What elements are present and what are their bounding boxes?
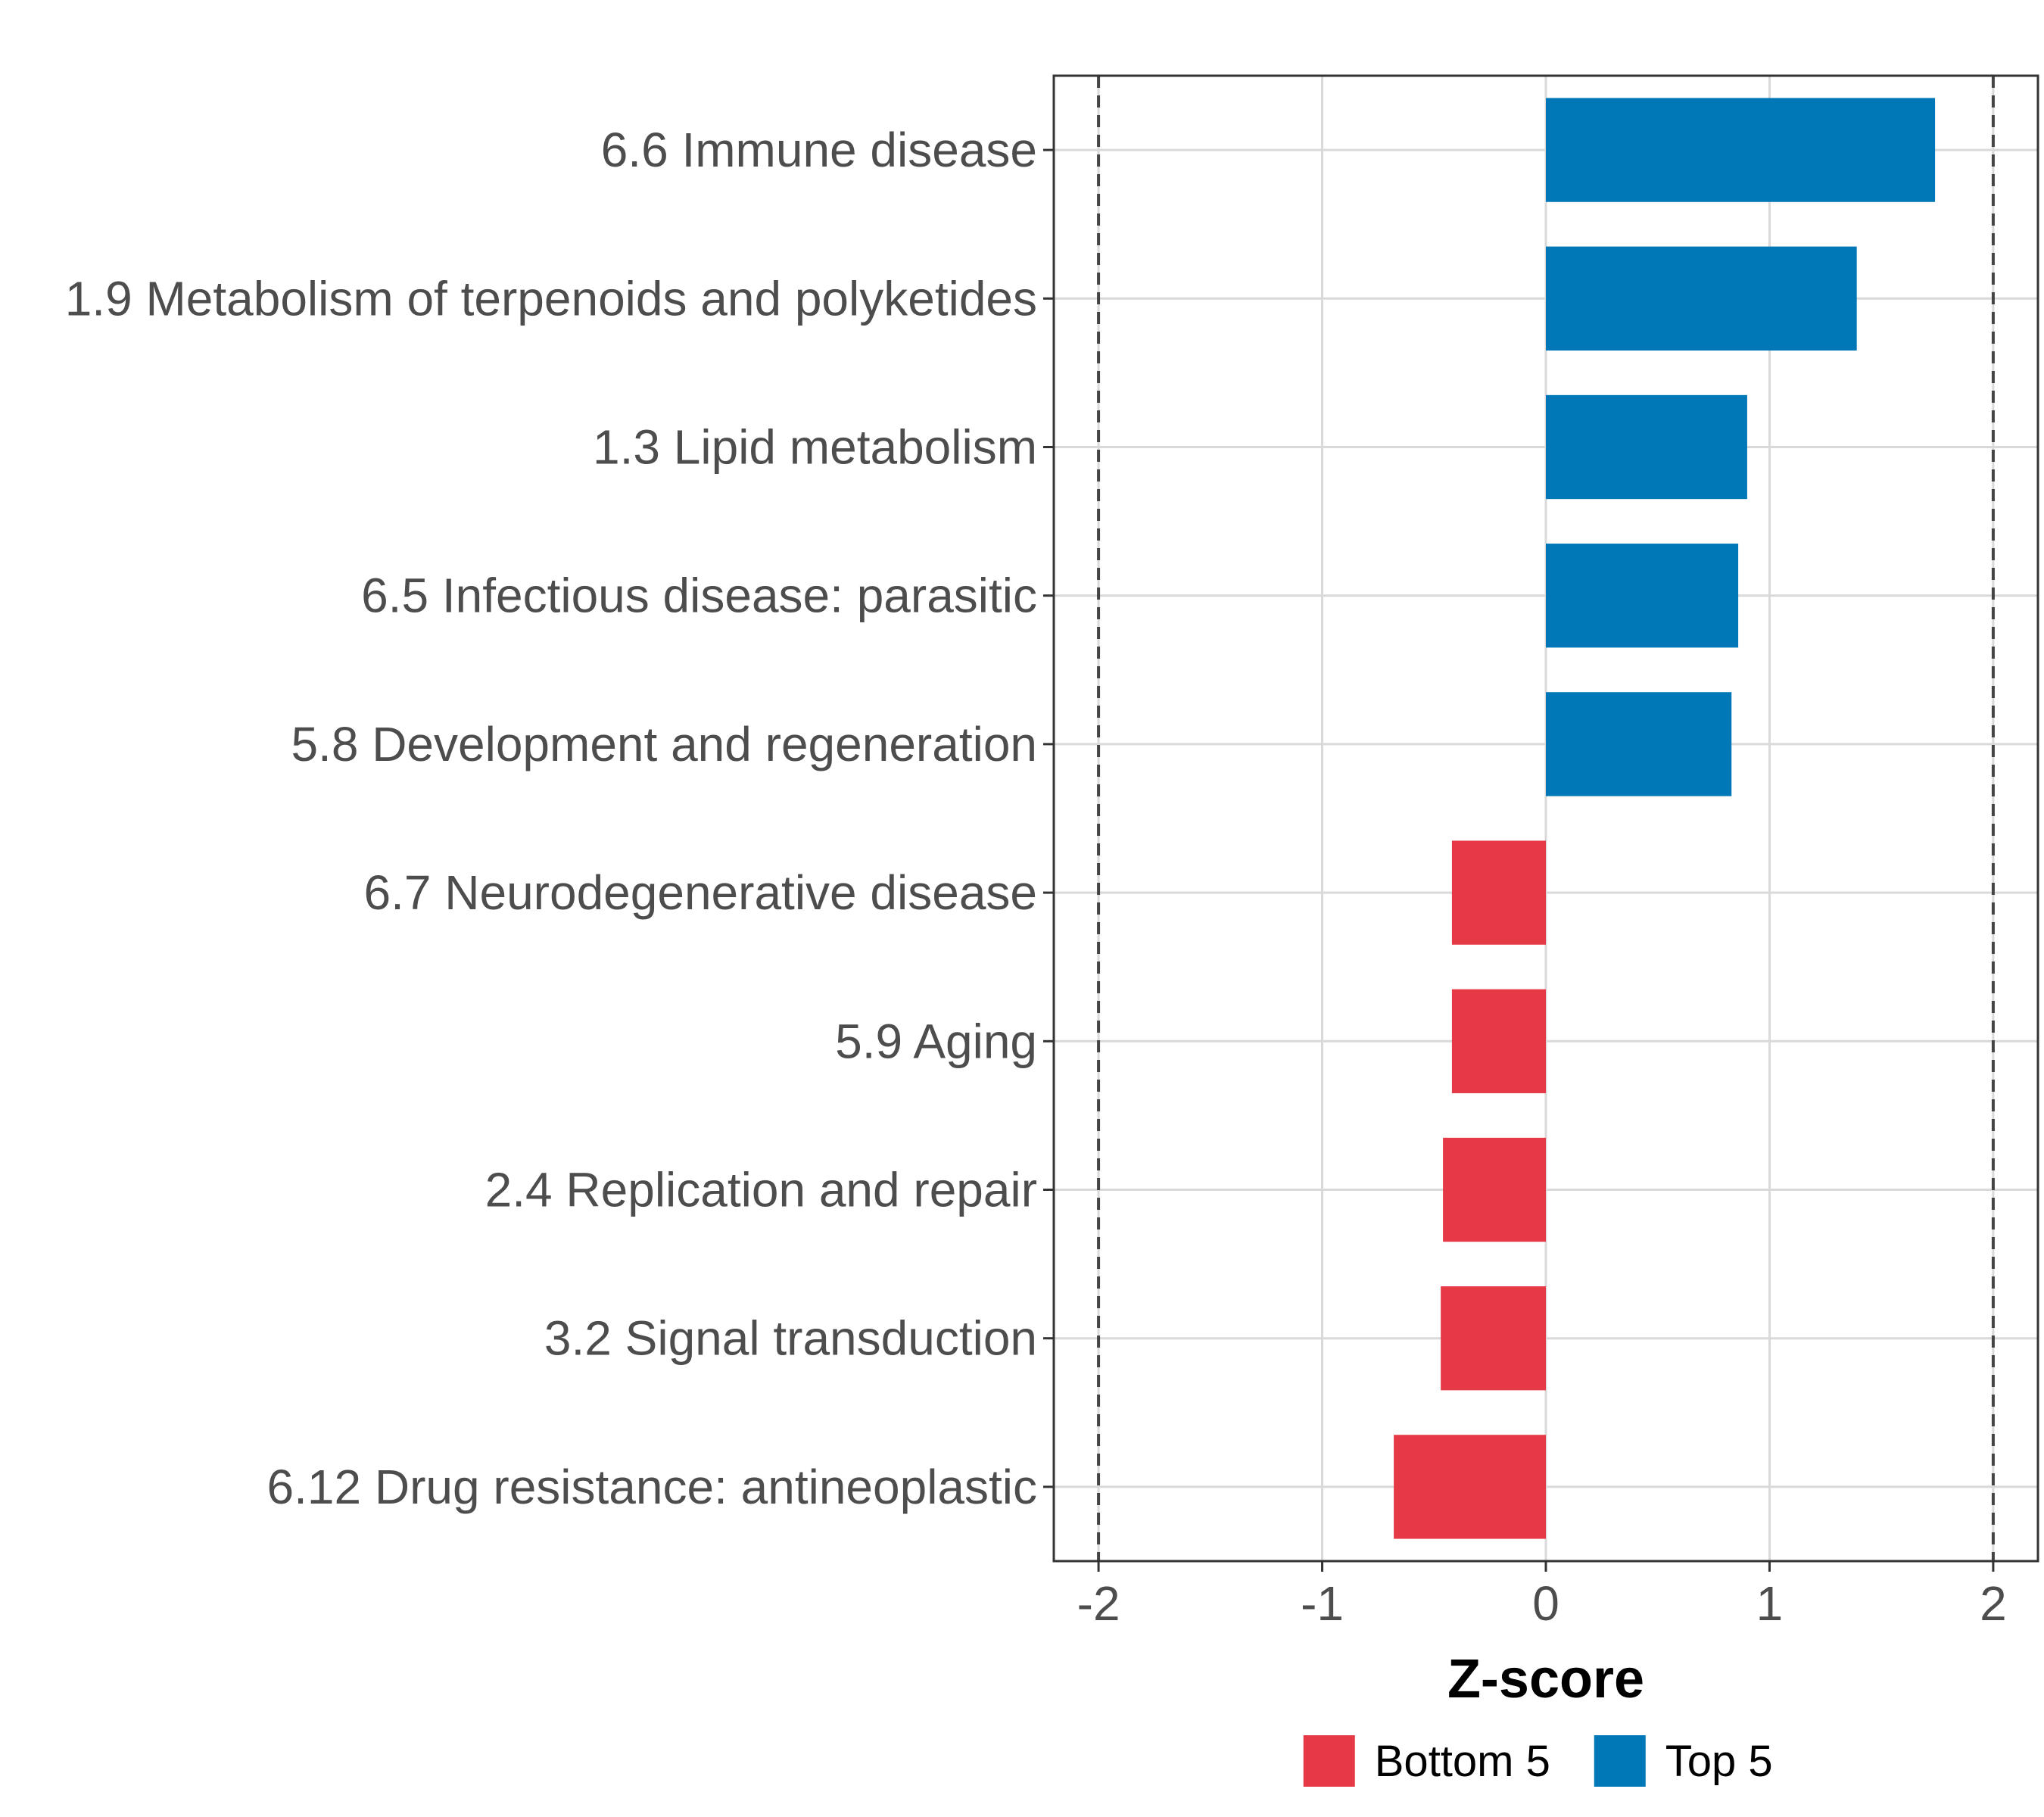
bar [1546, 98, 1936, 202]
category-label: 1.9 Metabolism of terpenoids and polyket… [65, 271, 1037, 326]
x-tick-label: 0 [1532, 1576, 1559, 1631]
bar [1451, 989, 1546, 1093]
category-label: 5.8 Development and regeneration [291, 717, 1037, 771]
bars [1394, 98, 1936, 1539]
y-axis-ticks [1043, 148, 1054, 1488]
bar [1546, 246, 1857, 351]
category-label: 2.4 Replication and repair [485, 1163, 1037, 1217]
bar [1546, 544, 1739, 648]
bar [1546, 394, 1747, 500]
legend-swatch [1303, 1735, 1355, 1787]
x-tick-label: -1 [1301, 1576, 1344, 1631]
bar [1546, 692, 1732, 796]
category-label: 6.6 Immune disease [601, 123, 1037, 177]
bar [1443, 1137, 1546, 1242]
y-axis-labels: 6.6 Immune disease 1.9 Metabolism of terp… [65, 123, 1037, 1514]
category-label: 5.9 Aging [835, 1014, 1037, 1068]
x-tick-label: -2 [1077, 1576, 1120, 1631]
x-axis-ticks [1097, 1561, 1995, 1572]
bar [1451, 840, 1546, 945]
bar [1394, 1435, 1546, 1539]
x-axis-tick-labels: -2 -1 0 1 2 [1077, 1576, 2007, 1631]
legend-label: Top 5 [1665, 1737, 1773, 1786]
category-label: 6.7 Neurodegenerative disease [364, 865, 1038, 920]
category-label: 1.3 Lipid metabolism [593, 420, 1037, 475]
category-label: 6.5 Infectious disease: parasitic [361, 569, 1037, 623]
category-label: 3.2 Signal transduction [544, 1311, 1037, 1366]
category-label: 6.12 Drug resistance: antineoplastic [267, 1460, 1037, 1514]
legend-swatch [1594, 1735, 1646, 1787]
legend-label: Bottom 5 [1375, 1737, 1550, 1786]
legend: Bottom 5 Top 5 [1303, 1735, 1773, 1787]
bar [1441, 1286, 1546, 1391]
reference-lines [1097, 76, 1995, 1561]
x-tick-label: 2 [1980, 1576, 2007, 1631]
x-axis-title: Z-score [1447, 1649, 1644, 1709]
x-tick-label: 1 [1756, 1576, 1784, 1631]
